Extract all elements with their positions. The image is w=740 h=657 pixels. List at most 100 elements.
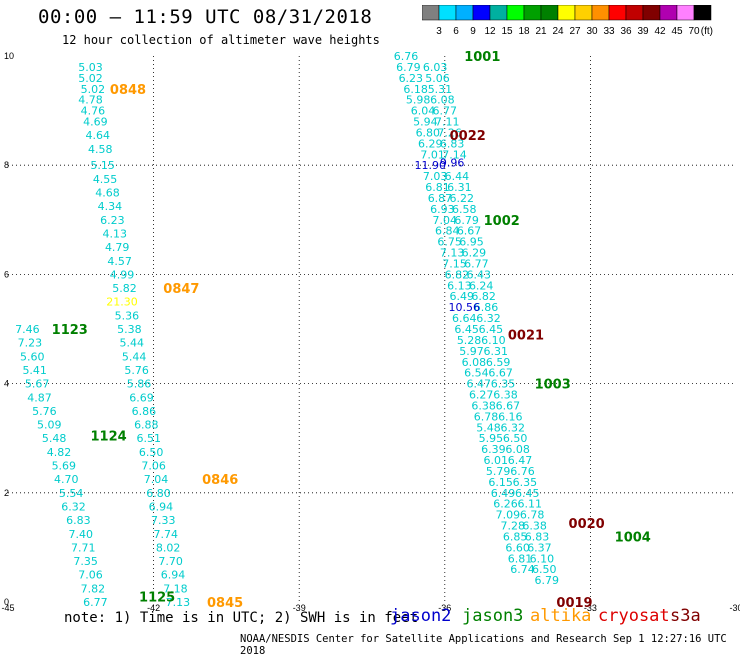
pass-time-label: 1004 [615,530,651,545]
wave-height-point: 6.38 [522,520,547,533]
wave-height-point: 6.87 [428,192,453,205]
wave-height-point: 5.76 [124,364,149,377]
wave-height-point: 6.44 [445,170,470,183]
wave-height-point: 4.13 [103,227,128,240]
wave-height-point: 6.82 [445,268,470,281]
wave-height-point: 5.38 [117,323,142,336]
wave-height-point: 6.08 [462,356,487,369]
pass-time-label: 0019 [556,596,592,611]
pass-time-label: 1124 [91,429,127,444]
wave-height-point: 4.79 [105,241,130,254]
wave-height-point: 6.47 [467,378,492,391]
wave-height-point: 6.83 [525,530,550,543]
wave-height-point: 4.99 [110,268,135,281]
wave-height-point: 4.68 [95,187,120,200]
wave-height-point: 11.90 [414,159,446,172]
wave-height-point: 6.38 [493,389,518,402]
x-tick-label: -39 [293,603,306,613]
wave-height-point: 7.14 [442,148,467,161]
wave-height-point: 6.29 [418,137,443,150]
wave-height-point: 5.79 [486,465,511,478]
wave-height-point: 7.11 [435,116,460,129]
wave-height-point: 5.06 [425,72,450,85]
wave-height-point: 6.74 [510,563,535,576]
color-scale-unit: (ft) [701,26,713,37]
pass-time-label: 1003 [535,378,571,393]
wave-height-point: 5.95 [479,432,504,445]
wave-height-point: 5.44 [120,337,145,350]
wave-height-point: 6.95 [459,236,484,249]
wave-height-point: 5.97 [459,345,484,358]
wave-height-point: 6.22 [450,192,475,205]
wave-height-point: 10.56 [448,301,480,314]
pass-time-label: 0847 [163,282,199,297]
wave-height-point: 5.41 [22,364,47,377]
wave-height-point: 6.01 [484,454,509,467]
wave-height-point: 6.77 [464,257,489,270]
color-scale-tick: 3 [436,26,442,37]
wave-height-point: 6.39 [481,443,506,456]
wave-height-point: 6.76 [510,465,535,478]
color-scale-tick: 21 [535,26,547,37]
wave-height-point: 6.86 [132,405,157,418]
satellite-legend-item: jason3 [462,606,524,626]
color-scale-legend: 3 6 9 12 15 18 21 24 27 30 33 36 39 42 45 70 (ft) [421,4,732,43]
wave-height-point: 7.18 [163,582,188,595]
wave-height-point: 7.01 [420,148,445,161]
chart-title: 00:00 — 11:59 UTC 08/31/2018 [38,6,373,28]
wave-height-point: 5.28 [457,334,482,347]
wave-height-point: 6.93 [430,203,455,216]
satellite-legend-item: altika [530,606,592,626]
wave-height-point: 6.32 [500,421,525,434]
wave-height-point: 7.09 [496,509,521,522]
pass-time-label: 1002 [484,214,520,229]
satellite-legend-item: cryosat [598,606,670,626]
wave-height-point: 6.82 [471,290,496,303]
wave-height-point: 4.87 [27,391,52,404]
wave-height-point: 7.04 [144,473,169,486]
pass-time-label: 0022 [450,129,486,144]
wave-height-point: 4.70 [54,473,79,486]
color-scale-tick: 70 [688,26,700,37]
x-tick-label: -36 [438,603,451,613]
wave-height-point: 5.94 [413,116,438,129]
wave-height-point: 6.08 [505,443,530,456]
color-scale-tick: 24 [552,26,564,37]
wave-height-point: 6.16 [498,410,523,423]
wave-height-point: 5.09 [37,419,62,432]
wave-height-point: 5.69 [52,460,77,473]
color-scale-swatch [693,4,712,21]
wave-height-point: 7.28 [500,520,525,533]
wave-height-point: 4.69 [83,116,108,129]
wave-height-point: 6.84 [435,225,460,238]
wave-height-point: 6.94 [149,500,174,513]
pass-time-label: 0021 [508,328,544,343]
pass-time-label: 0848 [110,83,146,98]
wave-height-point: 6.49 [491,487,516,500]
wave-height-point: 6.18 [403,83,428,96]
wave-height-point: 7.04 [433,214,458,227]
wave-height-point: 5.98 [406,94,431,107]
wave-height-point: 5.76 [32,405,57,418]
y-tick-label: 8 [4,160,9,170]
wave-height-point: 6.60 [505,541,530,554]
wave-height-point: 6.79 [454,214,479,227]
wave-height-point: 6.83 [66,514,91,527]
pass-time-label: 1125 [139,591,175,606]
wave-height-point: 5.02 [78,72,103,85]
y-tick-label: 2 [4,488,9,498]
wave-height-point: 7.03 [423,170,448,183]
wave-height-point: 5.31 [428,83,453,96]
footer-note: note: 1) Time is in UTC; 2) SWH is in fe… [64,610,419,626]
wave-height-point: 6.31 [447,181,472,194]
wave-height-point: 4.58 [88,143,113,156]
wave-height-point: 6.75 [437,236,462,249]
wave-height-point: 7.74 [153,528,178,541]
wave-height-point: 6.23 [100,214,125,227]
wave-height-point: 6.45 [479,323,504,336]
wave-height-point: 6.49 [450,290,475,303]
wave-height-point: 5.82 [112,282,137,295]
y-tick-label: 10 [4,51,14,61]
wave-height-point: 5.02 [81,83,106,96]
wave-height-point: 6.78 [520,509,545,522]
